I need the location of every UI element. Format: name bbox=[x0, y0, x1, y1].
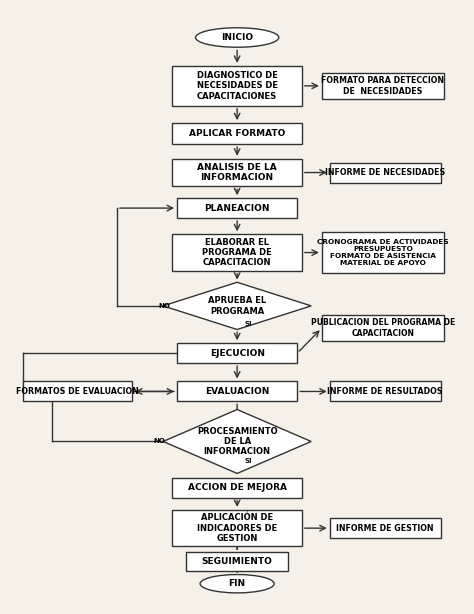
FancyBboxPatch shape bbox=[329, 163, 441, 182]
Ellipse shape bbox=[195, 28, 279, 47]
FancyBboxPatch shape bbox=[186, 553, 288, 570]
Text: FIN: FIN bbox=[228, 579, 246, 588]
FancyBboxPatch shape bbox=[177, 381, 297, 402]
FancyBboxPatch shape bbox=[23, 381, 132, 402]
Text: SI: SI bbox=[244, 321, 252, 327]
FancyBboxPatch shape bbox=[177, 198, 297, 218]
Text: EJECUCION: EJECUCION bbox=[210, 349, 264, 357]
Text: PROCESAMIENTO
DE LA
INFORMACION: PROCESAMIENTO DE LA INFORMACION bbox=[197, 427, 277, 456]
Text: PUBLICACION DEL PROGRAMA DE
CAPACITACION: PUBLICACION DEL PROGRAMA DE CAPACITACION bbox=[311, 319, 455, 338]
Polygon shape bbox=[163, 282, 311, 330]
Text: ANALISIS DE LA
INFORMACION: ANALISIS DE LA INFORMACION bbox=[197, 163, 277, 182]
FancyBboxPatch shape bbox=[173, 158, 302, 187]
Text: INFORME DE RESULTADOS: INFORME DE RESULTADOS bbox=[328, 387, 443, 396]
Text: INFORME DE GESTION: INFORME DE GESTION bbox=[337, 524, 434, 533]
Text: APLICAR FORMATO: APLICAR FORMATO bbox=[189, 129, 285, 138]
Text: EVALUACION: EVALUACION bbox=[205, 387, 269, 396]
FancyBboxPatch shape bbox=[173, 123, 302, 144]
FancyBboxPatch shape bbox=[173, 66, 302, 106]
FancyBboxPatch shape bbox=[177, 343, 297, 363]
Polygon shape bbox=[163, 410, 311, 473]
Text: CRONOGRAMA DE ACTIVIDADES
PRESUPUESTO
FORMATO DE ASISTENCIA
MATERIAL DE APOYO: CRONOGRAMA DE ACTIVIDADES PRESUPUESTO FO… bbox=[317, 239, 449, 266]
Text: SI: SI bbox=[244, 458, 252, 464]
Text: FORMATO PARA DETECCION
DE  NECESIDADES: FORMATO PARA DETECCION DE NECESIDADES bbox=[321, 76, 444, 96]
Text: FORMATOS DE EVALUACION: FORMATOS DE EVALUACION bbox=[16, 387, 139, 396]
FancyBboxPatch shape bbox=[173, 478, 302, 497]
FancyBboxPatch shape bbox=[321, 73, 444, 99]
Text: APLICACIÓN DE
INDICADORES DE
GESTION: APLICACIÓN DE INDICADORES DE GESTION bbox=[197, 513, 277, 543]
Text: DIAGNOSTICO DE
NECESIDADES DE
CAPACITACIONES: DIAGNOSTICO DE NECESIDADES DE CAPACITACI… bbox=[197, 71, 278, 101]
Text: SEGUIMIENTO: SEGUIMIENTO bbox=[202, 557, 273, 566]
FancyBboxPatch shape bbox=[173, 510, 302, 546]
Text: ACCION DE MEJORA: ACCION DE MEJORA bbox=[188, 483, 287, 492]
Ellipse shape bbox=[200, 575, 274, 593]
Text: INICIO: INICIO bbox=[221, 33, 253, 42]
Text: INFORME DE NECESIDADES: INFORME DE NECESIDADES bbox=[325, 168, 445, 177]
Text: NO: NO bbox=[154, 438, 165, 445]
Text: PLANEACION: PLANEACION bbox=[204, 204, 270, 212]
Text: NO: NO bbox=[158, 303, 170, 309]
Text: APRUEBA EL
PROGRAMA: APRUEBA EL PROGRAMA bbox=[208, 296, 266, 316]
FancyBboxPatch shape bbox=[329, 518, 441, 538]
FancyBboxPatch shape bbox=[329, 381, 441, 402]
FancyBboxPatch shape bbox=[321, 316, 444, 341]
FancyBboxPatch shape bbox=[321, 231, 444, 273]
FancyBboxPatch shape bbox=[173, 235, 302, 271]
Text: ELABORAR EL
PROGRAMA DE
CAPACITACION: ELABORAR EL PROGRAMA DE CAPACITACION bbox=[202, 238, 272, 268]
